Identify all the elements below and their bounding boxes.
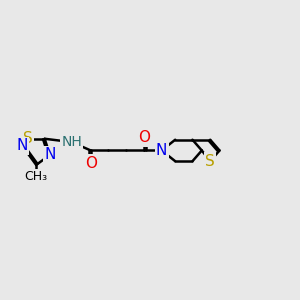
Text: NH: NH <box>61 135 82 149</box>
Text: S: S <box>205 154 215 169</box>
Text: CH₃: CH₃ <box>25 169 48 183</box>
Text: N: N <box>44 147 56 162</box>
Text: O: O <box>138 130 150 146</box>
Text: N: N <box>17 139 28 154</box>
Text: S: S <box>23 131 32 146</box>
Text: O: O <box>85 156 97 171</box>
Text: N: N <box>156 143 167 158</box>
